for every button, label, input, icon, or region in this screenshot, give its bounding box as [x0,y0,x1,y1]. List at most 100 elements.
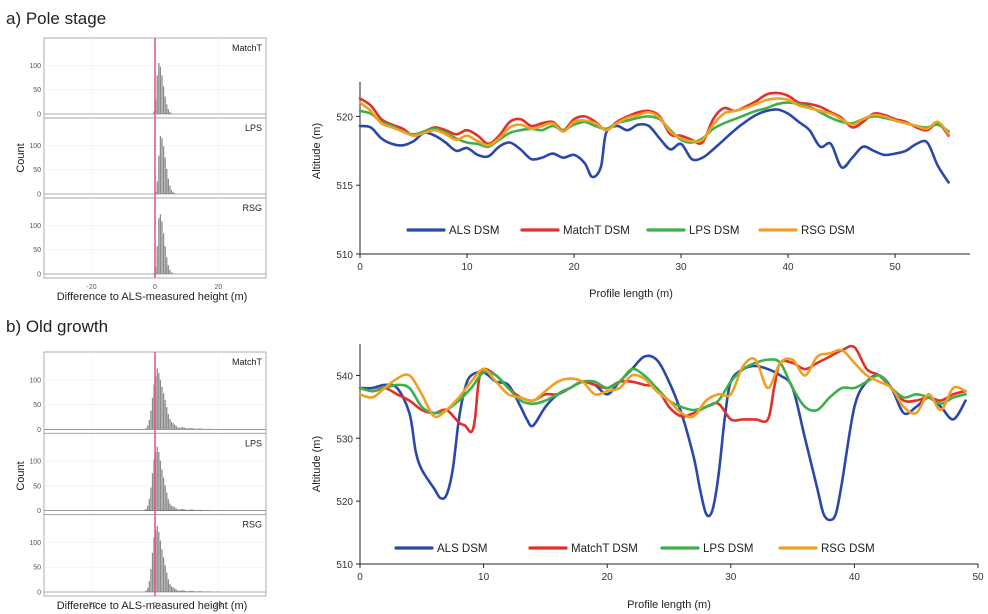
panel-b-histograms: Count Difference to ALS-measured height … [15,351,267,612]
histogram-bar [164,485,166,511]
histogram-y-tick-label: 100 [29,377,41,384]
histogram-bar [191,427,193,430]
histogram-bar [150,487,152,511]
histogram-method-label: RSG [242,520,262,530]
y-tick-label: 515 [336,181,353,192]
histogram-bar [186,591,188,592]
histogram-y-tick-label: 0 [37,272,41,279]
histogram-bar [183,427,185,430]
histogram-method-label: RSG [242,203,262,213]
histogram-y-tick-label: 50 [33,167,41,174]
x-tick-label: 20 [602,572,614,583]
histogram-bar [166,406,168,430]
histogram-bar [167,499,169,511]
histogram-bar [177,590,179,592]
histogram-bar [159,135,162,194]
histogram-y-tick-label: 50 [33,565,41,572]
histogram-x-tick-label: -20 [87,284,97,291]
histogram-x-tick-label: -20 [87,602,97,609]
histogram-bar [175,508,177,511]
legend-label: ALS DSM [449,225,500,237]
histogram-bar [158,372,160,430]
panel-a-hist-xlabel: Difference to ALS-measured height (m) [57,291,248,303]
histogram-bar [175,426,177,430]
histogram-subplot: 0 50 100 RSG [29,197,267,279]
panel-b-title: b) Old growth [6,317,108,336]
histogram-bar [164,96,166,114]
y-tick-label: 510 [336,560,353,571]
histogram-y-tick-label: 0 [37,112,41,119]
histogram-bar [185,428,187,430]
series-line-als-dsm [358,354,967,522]
panel-a-histograms: Count Difference to ALS-measured height … [15,37,267,303]
histogram-bar [164,246,166,274]
histogram-y-tick-label: 0 [37,427,41,434]
histogram-bar [156,525,158,592]
histogram-bar [153,384,155,430]
histogram-bar [193,509,195,511]
histogram-y-tick-label: 0 [37,590,41,597]
histogram-bar [172,506,174,511]
histogram-bar [174,588,176,592]
histogram-subplot: 0 50 100 LPS [29,432,267,515]
histogram-bar [185,591,187,592]
y-tick-label: 520 [336,112,353,123]
histogram-bar [199,428,201,430]
histogram-bar [207,428,209,430]
series-line-matcht-dsm [358,344,967,434]
x-tick-label: 30 [725,572,737,583]
histogram-bar [161,549,163,592]
histogram-bar [200,509,203,511]
histogram-bar [174,507,176,511]
histogram-method-label: LPS [245,438,262,448]
histogram-bar [162,477,165,511]
histogram-y-tick-label: 50 [33,87,41,94]
histogram-x-tick-label: 0 [153,284,157,291]
legend-label: RSG DSM [821,543,875,555]
histogram-bar [188,428,190,430]
histogram-bar [181,427,184,430]
legend-label: MatchT DSM [571,543,638,555]
histogram-bar [161,221,163,274]
histogram-bar [167,178,169,194]
histogram-bar [199,509,201,511]
histogram-bar [189,509,192,511]
histogram-bar [170,272,173,274]
histogram-bar [200,428,203,430]
panel-b-profile-chart: Altitude (m) Profile length (m) 510 520 53… [311,344,984,611]
histogram-bar [145,590,147,592]
histogram-bar [147,505,149,511]
histogram-bar [158,218,160,274]
histogram-subplot: 0 50 100 RSG [29,514,267,597]
histogram-bar [161,386,163,430]
panel-a-profile-xlabel: Profile length (m) [589,288,673,300]
histogram-bar [156,446,158,511]
histogram-bar [178,509,181,511]
histogram-bar [150,569,152,592]
histogram-y-tick-label: 50 [33,402,41,409]
legend-label: LPS DSM [689,225,740,237]
histogram-bar [193,428,195,430]
legend-label: ALS DSM [437,543,488,555]
histogram-bar [169,503,171,511]
histogram-bar [199,591,201,592]
histogram-bar [147,425,149,430]
histogram-bar [196,428,198,430]
panel-a-profile-chart: Altitude (m) Profile length (m) 510 515 52… [311,82,970,300]
histogram-bar [189,427,192,430]
histogram-bar [156,181,158,194]
histogram-bar [170,189,173,194]
histogram-bar [183,509,185,511]
histogram-bar [153,111,155,114]
histogram-method-label: MatchT [232,357,263,367]
histogram-bar [188,509,190,511]
histogram-bar [169,419,171,430]
histogram-x-tick-label: 20 [215,284,223,291]
histogram-bar [186,509,188,511]
histogram-y-tick-label: 100 [29,459,41,466]
histogram-bar [177,427,179,430]
histogram-bar [170,505,173,511]
histogram-y-tick-label: 50 [33,247,41,254]
histogram-bar [172,423,174,430]
series-line-rsg-dsm [358,348,967,419]
